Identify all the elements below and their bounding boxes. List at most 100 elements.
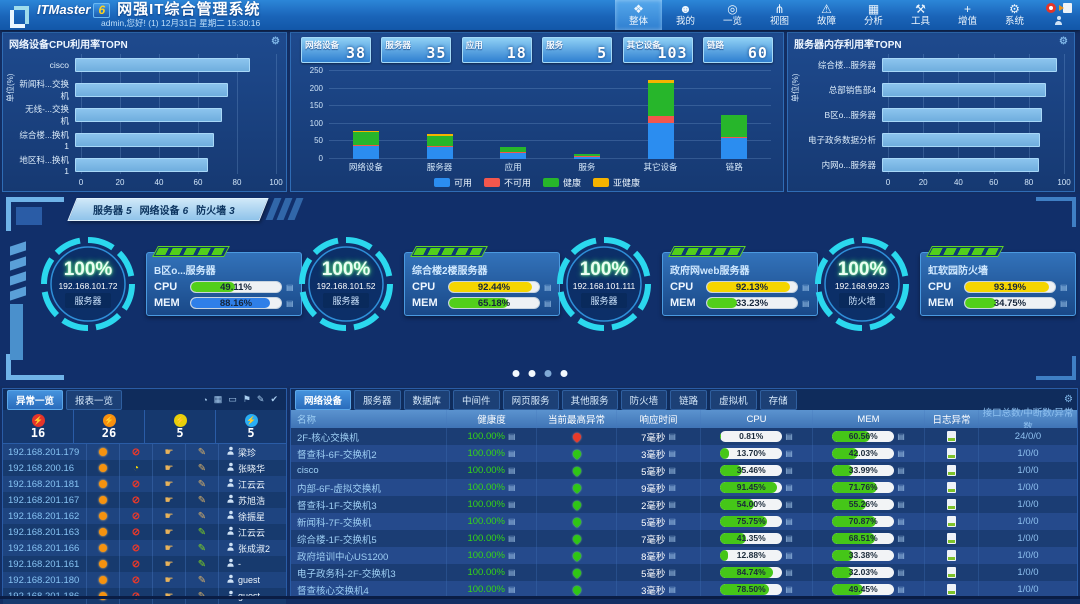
gauge-ring[interactable]: 100% 192.168.101.52 服务器 [298,236,394,332]
trend-icon[interactable]: ▤ [507,500,516,509]
stat-box-1[interactable]: 服务器 35 [381,37,452,63]
trend-icon[interactable]: ▤ [286,298,294,308]
trend-icon[interactable]: ▤ [286,282,294,292]
trend-icon[interactable]: ▤ [507,483,516,492]
menu-item-views[interactable]: ⋔ 视图 [756,0,803,30]
trend-icon[interactable]: ▤ [785,466,793,475]
device-tab-1[interactable]: 服务器 [354,389,401,410]
stat-box-0[interactable]: 网络设备 38 [301,37,371,63]
screen-icon[interactable]: ▭ [228,394,237,404]
trend-icon[interactable]: ▤ [668,585,676,594]
exception-row[interactable]: 192.168.201.180 ⊘ ☛ ✎ guest [3,572,286,588]
menu-item-system[interactable]: ⚙ 系统 [991,0,1038,30]
stat-box-4[interactable]: 其它设备 103 [622,37,693,63]
trend-icon[interactable]: ▤ [785,483,793,492]
device-tab-3[interactable]: 中间件 [453,389,500,410]
stat-box-2[interactable]: 应用 18 [461,37,532,63]
trend-icon[interactable]: ▤ [544,298,552,308]
check-icon[interactable]: ✔ [270,394,278,404]
trend-icon[interactable]: ▤ [668,483,676,492]
severity-cell-2[interactable]: ⚡ 5 [145,410,216,443]
gear-icon[interactable]: ⚙ [1064,393,1073,405]
table-row[interactable]: 督查科-1F-交换机3 100.00% ▤ 2毫秒 ▤ 54.00% ▤ 55.26% ▤ 1/0… [291,496,1077,513]
exception-row[interactable]: 192.168.201.179 ⊘ ☛ ✎ 梁珍 [3,444,286,460]
trend-icon[interactable]: ▤ [668,551,676,560]
device-tab-2[interactable]: 数据库 [403,389,451,410]
trend-icon[interactable]: ▤ [897,500,905,509]
severity-cell-1[interactable]: ⚡ 26 [74,410,145,443]
exception-row[interactable]: 192.168.201.163 ⊘ ☛ ✎ 江云云 [3,524,286,540]
log-doc-icon[interactable] [947,584,956,595]
table-row[interactable]: 新闻科-7F-交换机 100.00% ▤ 5毫秒 ▤ 75.75% ▤ 70.87% ▤ 1/0/… [291,513,1077,530]
trend-icon[interactable]: ▤ [1060,298,1068,308]
device-tab-9[interactable]: 存储 [759,389,797,410]
log-doc-icon[interactable] [947,567,956,578]
alarm-icon[interactable] [1046,3,1056,13]
exception-row[interactable]: 192.168.201.162 ⊘ ☛ ✎ 徐振星 [3,508,286,524]
stat-box-3[interactable]: 服务 5 [542,37,613,63]
exception-row[interactable]: 192.168.201.167 ⊘ ☛ ✎ 苏旭浩 [3,492,286,508]
menu-item-addon[interactable]: + 增值 [944,0,991,30]
device-tab-4[interactable]: 网页服务 [502,389,559,410]
trend-icon[interactable]: ▤ [507,568,516,577]
trend-icon[interactable]: ▤ [785,500,793,509]
trend-icon[interactable]: ▤ [668,500,676,509]
bell-icon[interactable]: ⚑ [242,394,251,404]
trend-icon[interactable]: ▤ [897,466,905,475]
gauge-ring[interactable]: 100% 192.168.101.72 服务器 [40,236,136,332]
trend-icon[interactable]: ▤ [507,534,516,543]
trend-icon[interactable]: ▤ [785,449,793,458]
menu-item-fault[interactable]: ⚠ 故障 [803,0,850,30]
trend-icon[interactable]: ▤ [785,432,793,441]
trend-icon[interactable]: ▤ [897,517,905,526]
carousel-dot-1[interactable] [528,370,536,377]
trend-icon[interactable]: ▤ [1060,282,1068,292]
table-row[interactable]: 内部-6F-虚拟交换机 100.00% ▤ 9毫秒 ▤ 91.45% ▤ 71.76% ▤ 1/0… [291,479,1077,496]
trend-icon[interactable]: ▤ [507,432,516,441]
stat-box-5[interactable]: 链路 60 [702,37,773,63]
trend-icon[interactable]: ▤ [785,568,793,577]
trend-icon[interactable]: ▤ [897,551,905,560]
table-row[interactable]: 综合楼-1F-交换机5 100.00% ▤ 7毫秒 ▤ 41.35% ▤ 68.51% ▤ 1/0… [291,530,1077,547]
trend-icon[interactable]: ▤ [897,483,905,492]
menu-item-overall[interactable]: ❖ 整体 [615,0,662,30]
carousel-dot-0[interactable] [512,370,520,377]
trend-icon[interactable]: ▤ [897,432,905,441]
device-tab-8[interactable]: 虚拟机 [710,389,757,410]
gear-icon[interactable]: ⚙ [1059,36,1068,47]
trend-icon[interactable]: ▤ [785,517,793,526]
exception-row[interactable]: 192.168.201.161 ⊘ ☛ ✎ - [3,556,286,572]
log-doc-icon[interactable] [947,448,956,459]
severity-cell-0[interactable]: ⚡ 16 [3,410,74,443]
logout-icon[interactable] [1059,3,1072,13]
gauge-ring[interactable]: 100% 192.168.101.111 服务器 [556,236,652,332]
gear-icon[interactable]: ⚙ [271,36,280,47]
log-doc-icon[interactable] [947,431,956,442]
trend-icon[interactable]: ▤ [897,585,905,594]
table-row[interactable]: 督查核心交换机4 100.00% ▤ 3毫秒 ▤ 78.50% ▤ 49.45% ▤ 1/0/0 [291,581,1077,598]
table-row[interactable]: 2F-核心交换机 100.00% ▤ 7毫秒 ▤ 0.81% ▤ 60.56% ▤ 24/0/0 [291,428,1077,445]
exception-row[interactable]: 192.168.201.166 ⊘ ☛ ✎ 张成淑2 [3,540,286,556]
trend-icon[interactable]: ▤ [668,568,676,577]
device-tab-7[interactable]: 链路 [670,389,708,410]
trend-icon[interactable]: ▤ [507,466,516,475]
trend-icon[interactable]: ▤ [897,449,905,458]
trend-icon[interactable]: ▤ [785,585,793,594]
device-tab-0[interactable]: 网络设备 [295,389,352,410]
log-doc-icon[interactable] [947,516,956,527]
trend-icon[interactable]: ▤ [897,534,905,543]
carousel-dot-2[interactable] [544,370,552,377]
trend-icon[interactable]: ▤ [668,432,676,441]
trend-icon[interactable]: ▤ [668,517,676,526]
severity-cell-3[interactable]: ⚡ 5 [216,410,286,443]
trend-icon[interactable]: ▤ [802,282,810,292]
monitor-tab[interactable]: 服务器 5 网络设备 6 防火墙 3 [67,198,269,221]
trend-icon[interactable]: ▤ [668,466,676,475]
trend-icon[interactable]: ▤ [897,568,905,577]
gauge-card[interactable]: 综合楼2楼服务器 CPU 92.44% ▤ MEM 65.18% ▤ [404,246,560,316]
log-doc-icon[interactable] [947,550,956,561]
pencil-icon[interactable]: ✎ [256,394,265,404]
exception-row[interactable]: 192.168.201.181 ⊘ ☛ ✎ 江云云 [3,476,286,492]
device-tab-6[interactable]: 防火墙 [620,389,668,410]
clock-icon[interactable]: ◔ [202,394,208,405]
